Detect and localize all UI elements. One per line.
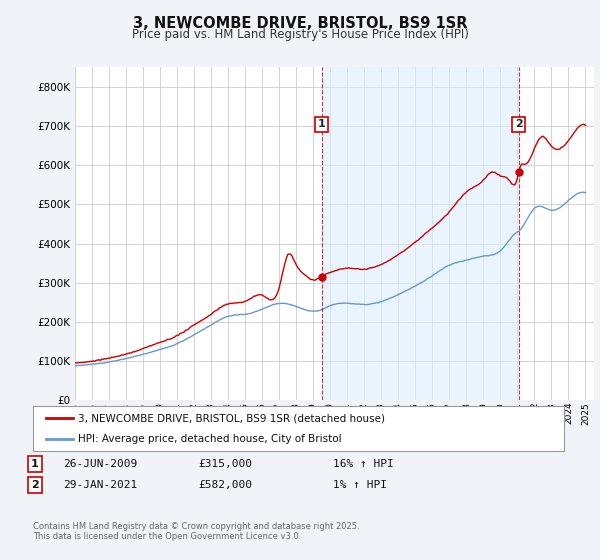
Text: 1% ↑ HPI: 1% ↑ HPI bbox=[333, 480, 387, 490]
Text: Price paid vs. HM Land Registry's House Price Index (HPI): Price paid vs. HM Land Registry's House … bbox=[131, 28, 469, 41]
Bar bbox=[322, 67, 519, 400]
Text: 3, NEWCOMBE DRIVE, BRISTOL, BS9 1SR (detached house): 3, NEWCOMBE DRIVE, BRISTOL, BS9 1SR (det… bbox=[78, 413, 385, 423]
Text: 2: 2 bbox=[515, 119, 523, 129]
Text: 2: 2 bbox=[31, 480, 38, 490]
Text: 1: 1 bbox=[31, 459, 38, 469]
Text: Contains HM Land Registry data © Crown copyright and database right 2025.
This d: Contains HM Land Registry data © Crown c… bbox=[33, 522, 359, 542]
Text: £315,000: £315,000 bbox=[198, 459, 252, 469]
Text: 1: 1 bbox=[318, 119, 326, 129]
Text: 29-JAN-2021: 29-JAN-2021 bbox=[63, 480, 137, 490]
Text: 3, NEWCOMBE DRIVE, BRISTOL, BS9 1SR: 3, NEWCOMBE DRIVE, BRISTOL, BS9 1SR bbox=[133, 16, 467, 31]
Text: £582,000: £582,000 bbox=[198, 480, 252, 490]
Text: HPI: Average price, detached house, City of Bristol: HPI: Average price, detached house, City… bbox=[78, 433, 342, 444]
Text: 26-JUN-2009: 26-JUN-2009 bbox=[63, 459, 137, 469]
Text: 16% ↑ HPI: 16% ↑ HPI bbox=[333, 459, 394, 469]
